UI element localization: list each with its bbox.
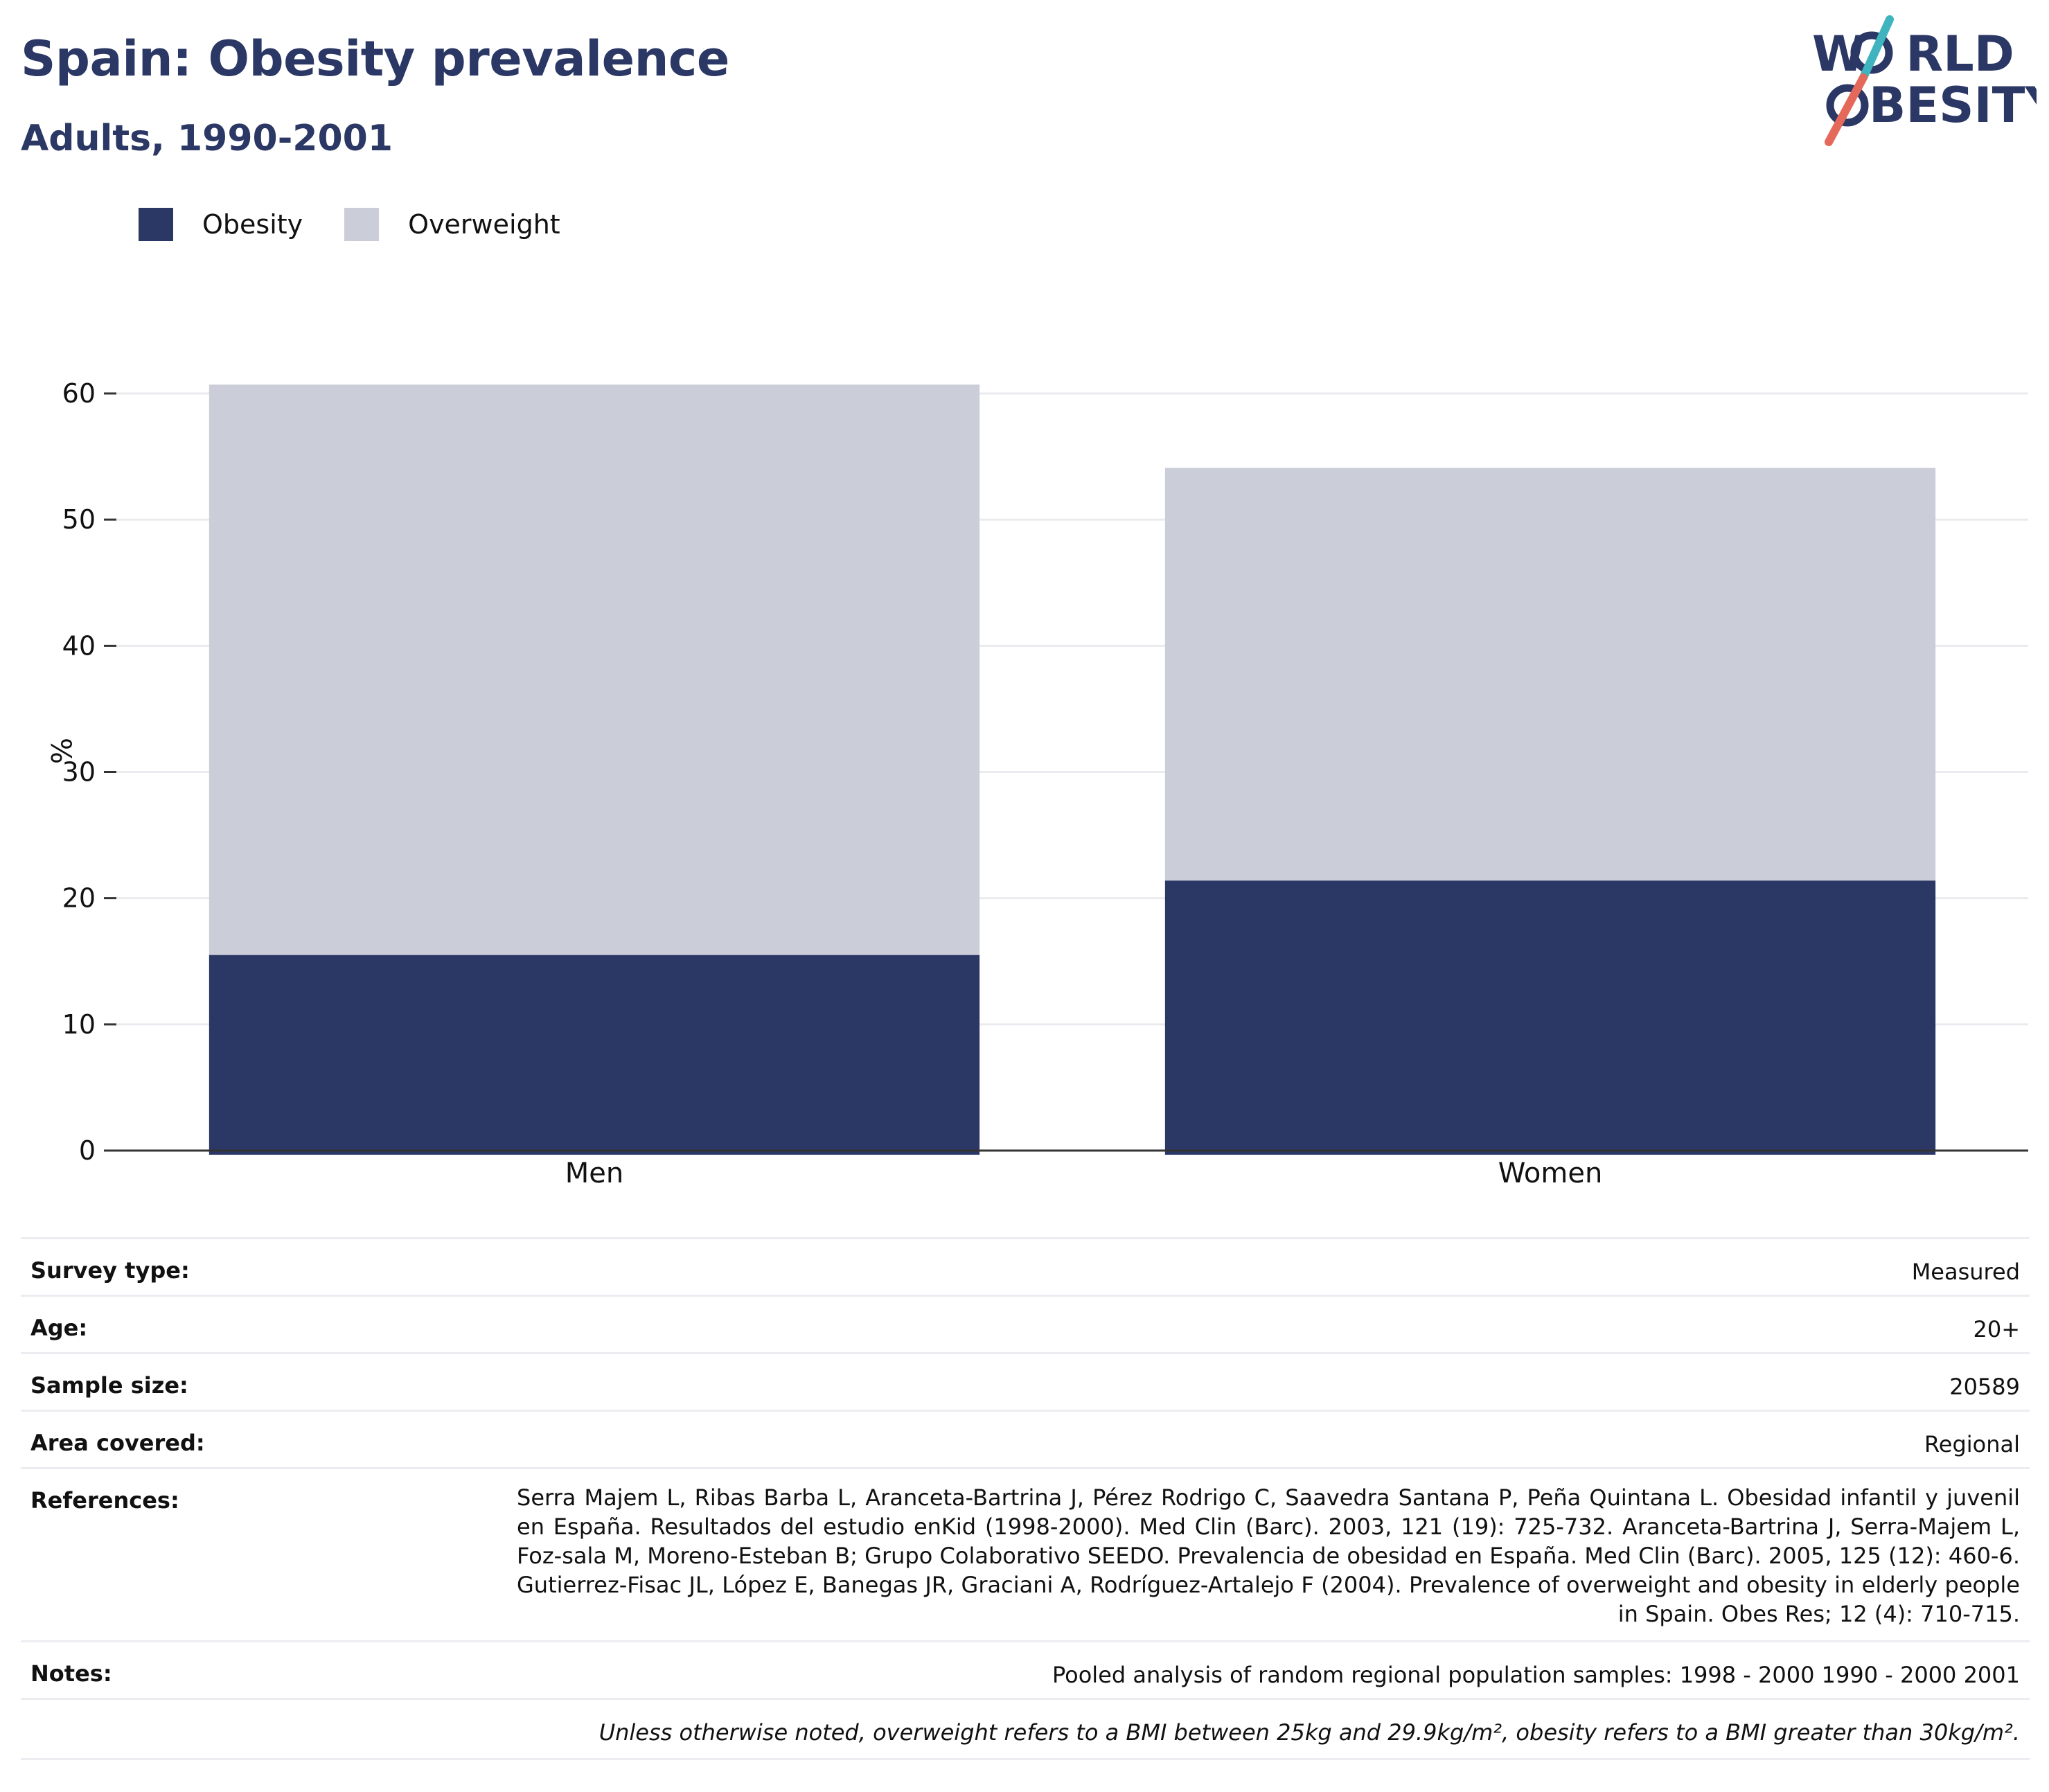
info-row-area-covered: Area covered: Regional <box>21 1410 2030 1467</box>
y-tick-label: 40 <box>62 630 96 661</box>
legend-label-obesity: Obesity <box>202 209 303 240</box>
info-row-footnote: Unless otherwise noted, overweight refer… <box>21 1698 2030 1760</box>
y-tick-label: 0 <box>79 1135 96 1166</box>
bmi-footnote: Unless otherwise noted, overweight refer… <box>598 1719 2020 1746</box>
x-tick-label: Women <box>1498 1157 1603 1189</box>
info-row-survey-type: Survey type: Measured <box>21 1237 2030 1295</box>
legend-item-overweight[interactable]: Overweight <box>344 208 560 241</box>
legend-swatch-obesity <box>139 208 173 241</box>
info-label: Area covered: <box>30 1430 205 1456</box>
info-label: Age: <box>30 1315 88 1341</box>
y-tick-label: 60 <box>62 378 96 409</box>
info-value: Regional <box>1924 1431 2020 1457</box>
chart-title: Spain: Obesity prevalence <box>21 30 729 87</box>
info-value: Pooled analysis of random regional popul… <box>1052 1662 2020 1688</box>
info-value: Measured <box>1911 1259 2020 1285</box>
info-label: References: <box>30 1487 179 1514</box>
y-axis-label: % <box>44 738 76 764</box>
info-row-age: Age: 20+ <box>21 1295 2030 1352</box>
bar-obesity-women <box>1164 880 1936 1155</box>
info-label: Sample size: <box>30 1372 188 1399</box>
survey-info-table: Survey type: Measured Age: 20+ Sample si… <box>21 1237 2030 1760</box>
info-value: 20589 <box>1949 1374 2020 1400</box>
y-tick-label: 10 <box>62 1009 96 1040</box>
chart-legend: Obesity Overweight <box>139 206 602 242</box>
chart-subtitle: Adults, 1990-2001 <box>21 118 393 159</box>
legend-label-overweight: Overweight <box>408 209 560 240</box>
bar-obesity-men <box>209 955 980 1155</box>
info-value: 20+ <box>1973 1316 2020 1342</box>
info-row-references: References: Serra Majem L, Ribas Barba L… <box>21 1467 2030 1640</box>
legend-swatch-overweight <box>344 208 380 241</box>
info-value-references: Serra Majem L, Ribas Barba L, Aranceta-B… <box>517 1484 2020 1627</box>
bar-overweight-women <box>1164 468 1936 881</box>
y-tick-label: 20 <box>62 883 96 914</box>
info-row-sample-size: Sample size: 20589 <box>21 1352 2030 1410</box>
x-tick-label: Men <box>565 1157 623 1189</box>
info-row-notes: Notes: Pooled analysis of random regiona… <box>21 1640 2030 1698</box>
info-label: Notes: <box>30 1660 112 1687</box>
info-label: Survey type: <box>30 1257 190 1284</box>
bar-overweight-men <box>209 384 980 955</box>
stacked-bar-chart: 0 10 20 30 40 50 60% Men Women <box>44 378 2028 1189</box>
legend-item-obesity[interactable]: Obesity <box>139 208 303 241</box>
logo-word-obesity: BESITY <box>1869 77 2037 134</box>
y-tick-label: 30 <box>62 757 96 788</box>
y-tick-label: 50 <box>62 504 96 535</box>
